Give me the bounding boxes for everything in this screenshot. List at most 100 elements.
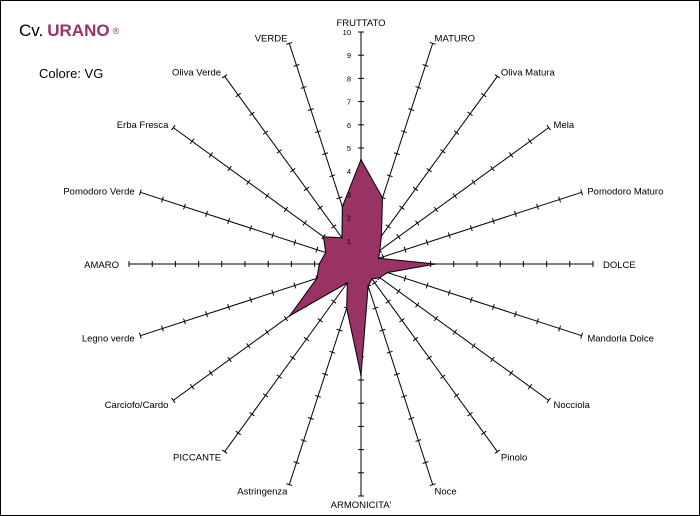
axis-tick	[396, 288, 401, 294]
cultivar-prefix: Cv.	[19, 21, 44, 40]
axis-tick	[527, 138, 533, 144]
axis-tick	[433, 206, 439, 213]
data-point-pomodoro-maturo	[377, 257, 380, 260]
axis-tick	[331, 299, 337, 304]
axis-label-piccante: PICCANTE	[173, 453, 221, 464]
axis-label-dolce: DOLCE	[603, 260, 636, 271]
radial-tick-label: 3	[347, 190, 351, 199]
axis-tick	[205, 311, 208, 318]
axis-tick	[262, 393, 269, 398]
data-point-noce	[367, 285, 369, 287]
axis-tick	[490, 356, 495, 363]
axis-tick	[508, 370, 514, 376]
axis-tick	[293, 64, 300, 67]
axis-tick	[415, 439, 422, 442]
axis-tick	[494, 74, 501, 79]
axis-tick	[481, 92, 487, 98]
color-label: Colore: VG	[39, 66, 104, 81]
axis-tick	[315, 246, 319, 253]
axis-tick	[372, 306, 379, 310]
axis-tick	[415, 302, 420, 308]
axis-tick	[491, 217, 495, 224]
axis-tick	[527, 384, 533, 390]
axis-tick	[183, 203, 186, 210]
axis-tick	[300, 86, 307, 89]
axis-tick	[205, 210, 208, 217]
axis-tick	[469, 225, 473, 232]
axis-tick	[293, 461, 300, 464]
axis-tick	[408, 417, 415, 420]
axis-tick	[276, 374, 282, 379]
axis-tick	[447, 289, 451, 296]
axis-tick	[403, 246, 407, 253]
axis-label-oliva-matura: Oliva Matura	[501, 67, 556, 78]
axis-tick	[227, 165, 232, 172]
axis-tick	[322, 152, 329, 156]
axis-tick	[440, 149, 446, 154]
axis-tick	[303, 186, 310, 192]
axis-tick	[293, 282, 297, 289]
axis-tick	[490, 165, 495, 172]
data-point-astringenza	[345, 307, 348, 309]
axis-tick	[307, 417, 314, 420]
axis-tick	[422, 461, 429, 464]
axis-tick	[161, 196, 164, 203]
axis-tick	[467, 411, 473, 417]
axis-tick	[171, 397, 176, 404]
axis-tick	[379, 328, 386, 332]
axis-tick	[440, 374, 446, 379]
axis-tick	[386, 174, 393, 178]
axis-tick	[429, 41, 436, 45]
axis-tick	[508, 152, 514, 158]
axis-label-noce: Noce	[435, 486, 457, 497]
axis-label-nocciola: Nocciola	[554, 400, 591, 411]
axis-tick	[271, 289, 275, 296]
axis-tick	[246, 343, 251, 349]
axis-tick	[453, 393, 460, 398]
data-point-piccante	[346, 281, 349, 284]
axis-tick	[221, 74, 228, 79]
axis-tick	[208, 152, 214, 158]
axis-tick	[429, 483, 436, 487]
axis-label-erba-fresca: Erba Fresca	[117, 120, 169, 131]
axis-tick	[452, 193, 458, 199]
axis-tick	[183, 318, 186, 325]
axis-tick	[514, 210, 517, 217]
axis-tick	[235, 92, 241, 98]
axis-tick	[393, 152, 400, 156]
axis-tick	[293, 239, 297, 246]
axis-tick	[331, 224, 337, 229]
axis-tick	[453, 130, 460, 135]
radial-tick-label: 1	[347, 237, 351, 246]
axis-tick	[317, 318, 323, 323]
axis-tick	[276, 149, 282, 154]
axis-tick	[558, 196, 561, 203]
axis-tick	[536, 318, 539, 325]
axis-label-pomodoro-verde: Pomodoro Verde	[63, 186, 134, 197]
registered-mark: ®	[112, 26, 120, 36]
axis-tick	[300, 439, 307, 442]
data-point-verde	[341, 205, 344, 208]
axis-tick	[514, 311, 517, 318]
axis-tick	[314, 394, 321, 398]
radial-tick-label: 9	[347, 51, 351, 60]
axis-tick	[249, 225, 253, 232]
axis-tick	[171, 124, 176, 131]
data-point-pinolo	[371, 278, 373, 280]
axis-tick	[494, 449, 501, 454]
axis-tick	[264, 329, 270, 335]
axis-tick	[415, 86, 422, 89]
axis-label-mandorla-dolce: Mandorla Dolce	[587, 334, 654, 345]
radial-tick-label: 4	[347, 167, 351, 176]
axis-tick	[386, 350, 393, 354]
axis-tick	[425, 282, 429, 289]
data-point-pomodoro-verde	[324, 251, 327, 254]
axis-tick	[471, 179, 476, 185]
data-point-mela	[378, 249, 381, 252]
data-point-erba-fresca	[322, 235, 325, 238]
axis-label-astringenza: Astringenza	[237, 486, 288, 497]
axis-tick	[303, 336, 310, 342]
data-point-oliva-matura	[380, 235, 383, 237]
